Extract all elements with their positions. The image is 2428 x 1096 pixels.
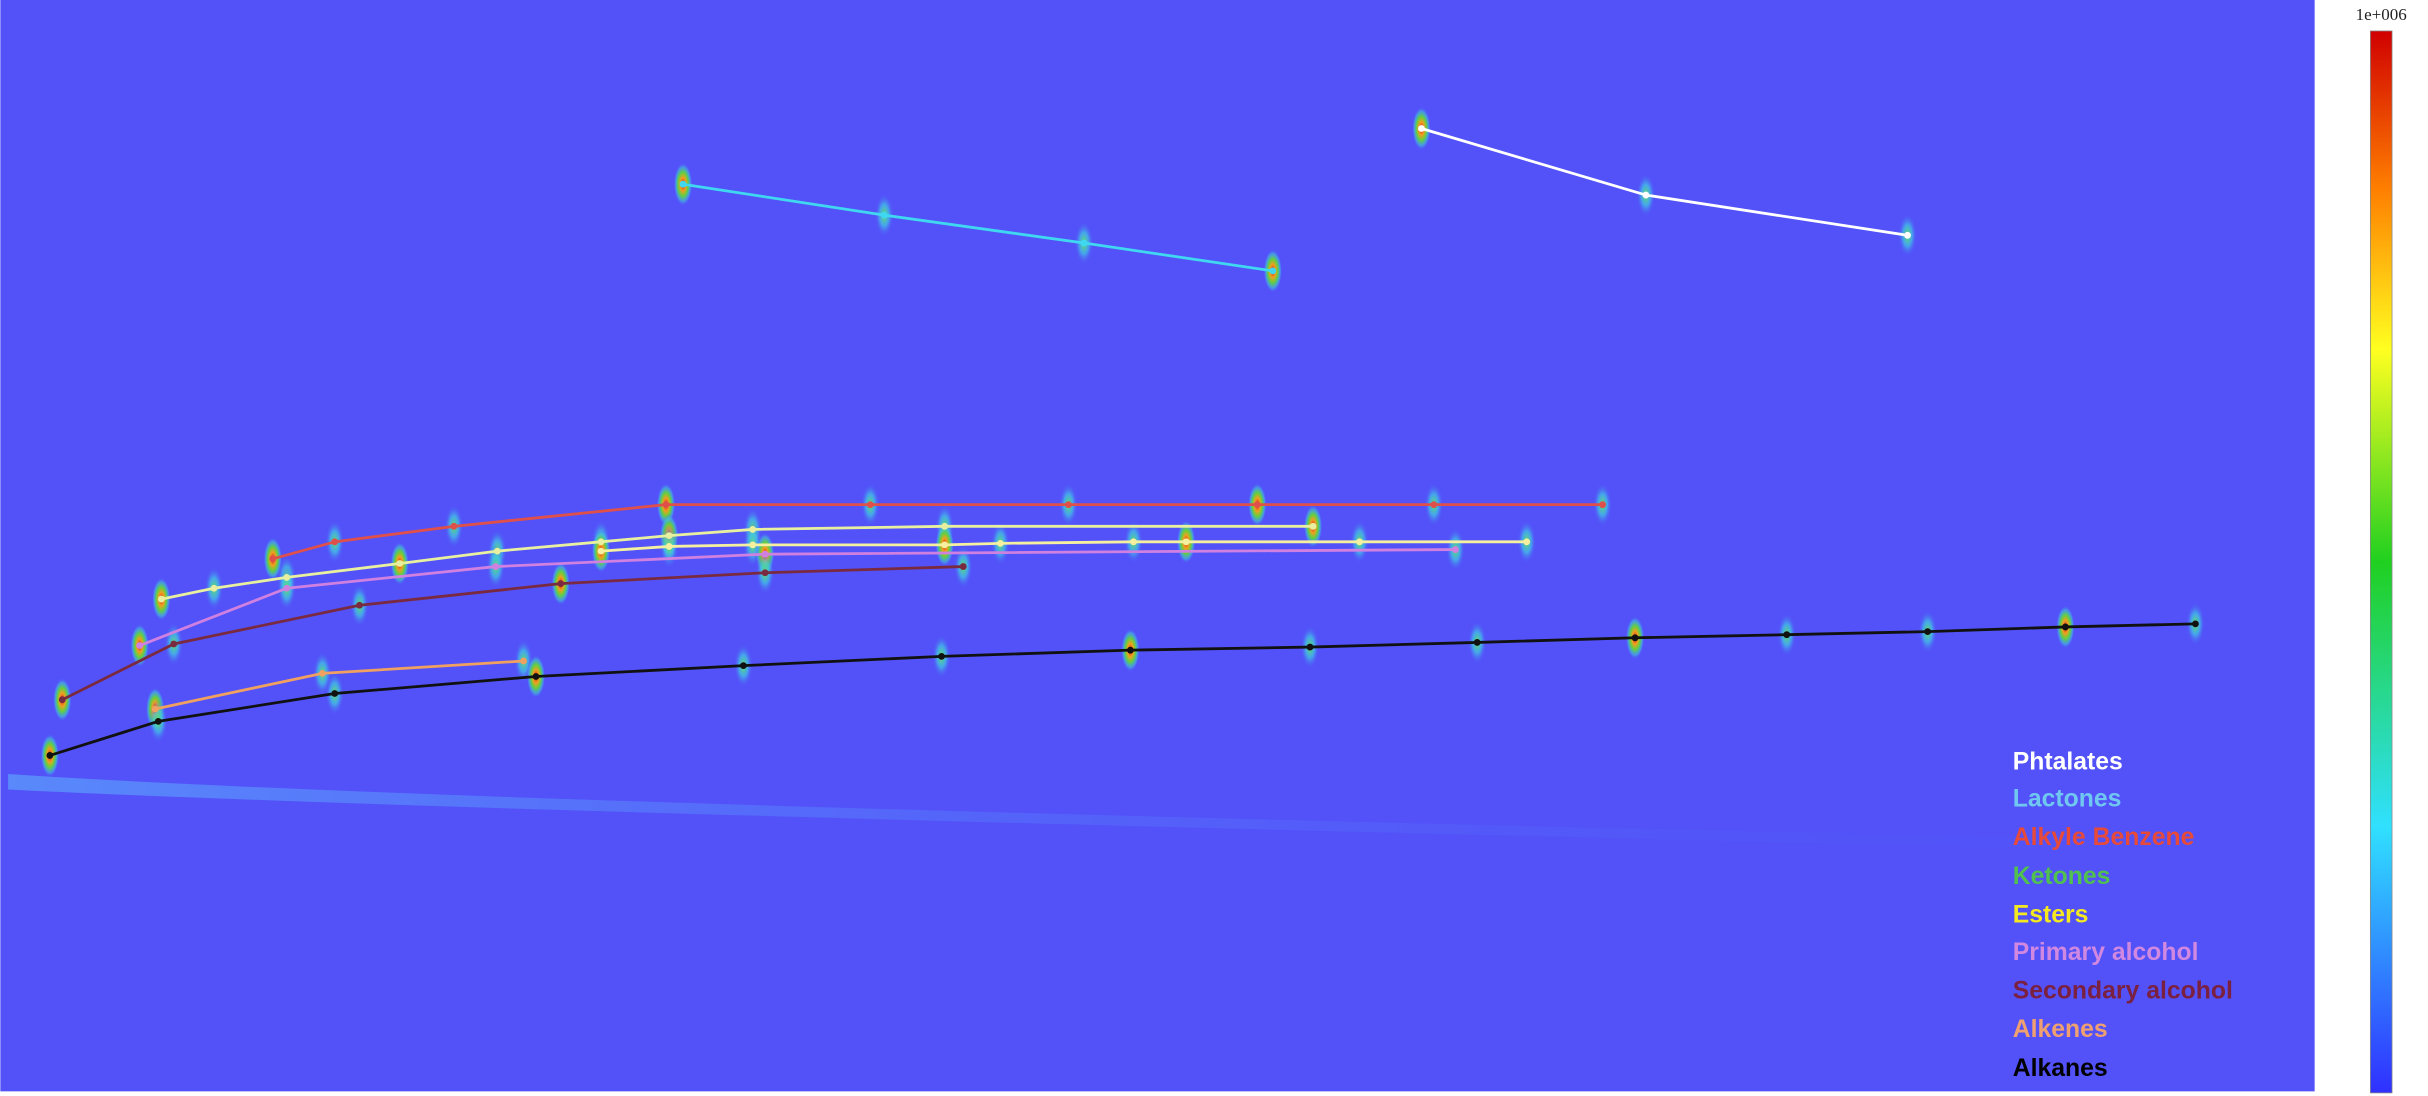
point	[283, 584, 291, 592]
point	[532, 673, 540, 680]
legend-item: Alkanes	[2013, 1055, 2108, 1082]
point	[941, 522, 949, 530]
point	[331, 690, 339, 697]
legend-item: Primary alcohol	[2013, 939, 2199, 966]
point	[665, 543, 673, 550]
point	[665, 532, 673, 540]
point	[2192, 620, 2199, 628]
secondary-alcohol-line	[61, 565, 964, 701]
point	[1306, 643, 1314, 651]
point	[662, 501, 670, 509]
point	[450, 522, 458, 530]
point	[761, 569, 769, 577]
plot-area	[0, 0, 2315, 1092]
point	[154, 717, 162, 725]
point	[1130, 538, 1137, 546]
legend-item: Lactones	[2013, 786, 2122, 813]
point	[749, 541, 757, 549]
point	[151, 705, 159, 713]
point	[959, 563, 967, 570]
point	[492, 563, 500, 570]
point	[1452, 546, 1459, 553]
legend-item: Ketones	[2013, 863, 2111, 890]
point	[938, 652, 945, 660]
point	[1642, 191, 1650, 199]
point	[136, 642, 144, 649]
point	[396, 560, 404, 567]
point	[1783, 631, 1791, 639]
legend-item: Secondary alcohol	[2013, 977, 2233, 1004]
point	[880, 211, 888, 219]
point	[1430, 501, 1438, 509]
point	[318, 669, 326, 677]
alkanes-line	[49, 622, 2196, 757]
point	[597, 547, 605, 555]
point	[996, 539, 1004, 547]
point	[283, 574, 291, 581]
point	[557, 580, 565, 588]
legend-item: Alkenes	[2013, 1016, 2108, 1043]
ketones-line	[161, 524, 1314, 601]
point	[941, 541, 949, 549]
point	[749, 526, 757, 533]
point	[1418, 125, 1425, 132]
point	[2062, 623, 2069, 631]
point	[1309, 522, 1317, 530]
point	[1269, 267, 1277, 275]
point	[170, 640, 178, 648]
legend-item: Alkyle Benzene	[2013, 824, 2195, 851]
point	[739, 662, 747, 670]
point	[1080, 239, 1088, 247]
point	[597, 538, 605, 546]
point	[1924, 628, 1932, 635]
point	[1065, 501, 1072, 509]
point	[520, 657, 527, 665]
series-points	[46, 125, 2199, 759]
point	[210, 584, 218, 592]
point	[46, 752, 54, 759]
point	[1253, 501, 1261, 509]
point	[269, 555, 277, 563]
point	[331, 538, 339, 546]
legend-item: Phtalates	[2013, 748, 2123, 775]
colorbar	[2369, 30, 2393, 1094]
legend-item: Esters	[2013, 902, 2089, 929]
lactones-line	[682, 182, 1274, 273]
point	[1473, 639, 1481, 646]
point	[493, 547, 501, 555]
point	[1631, 634, 1639, 642]
point	[356, 601, 363, 609]
point	[761, 550, 769, 558]
column-bleed	[8, 774, 2315, 855]
point	[157, 595, 165, 603]
point	[679, 180, 687, 188]
point	[1904, 231, 1911, 239]
point	[1599, 501, 1606, 509]
point	[1356, 538, 1363, 546]
point	[1127, 646, 1134, 654]
point	[1523, 538, 1531, 546]
point	[1182, 538, 1190, 546]
colorbar-label: 1e+006	[2356, 5, 2407, 24]
point	[866, 501, 874, 509]
legend: Phtalates Lactones Alkyle Benzene Ketone…	[2013, 748, 2233, 1082]
point	[58, 696, 66, 704]
